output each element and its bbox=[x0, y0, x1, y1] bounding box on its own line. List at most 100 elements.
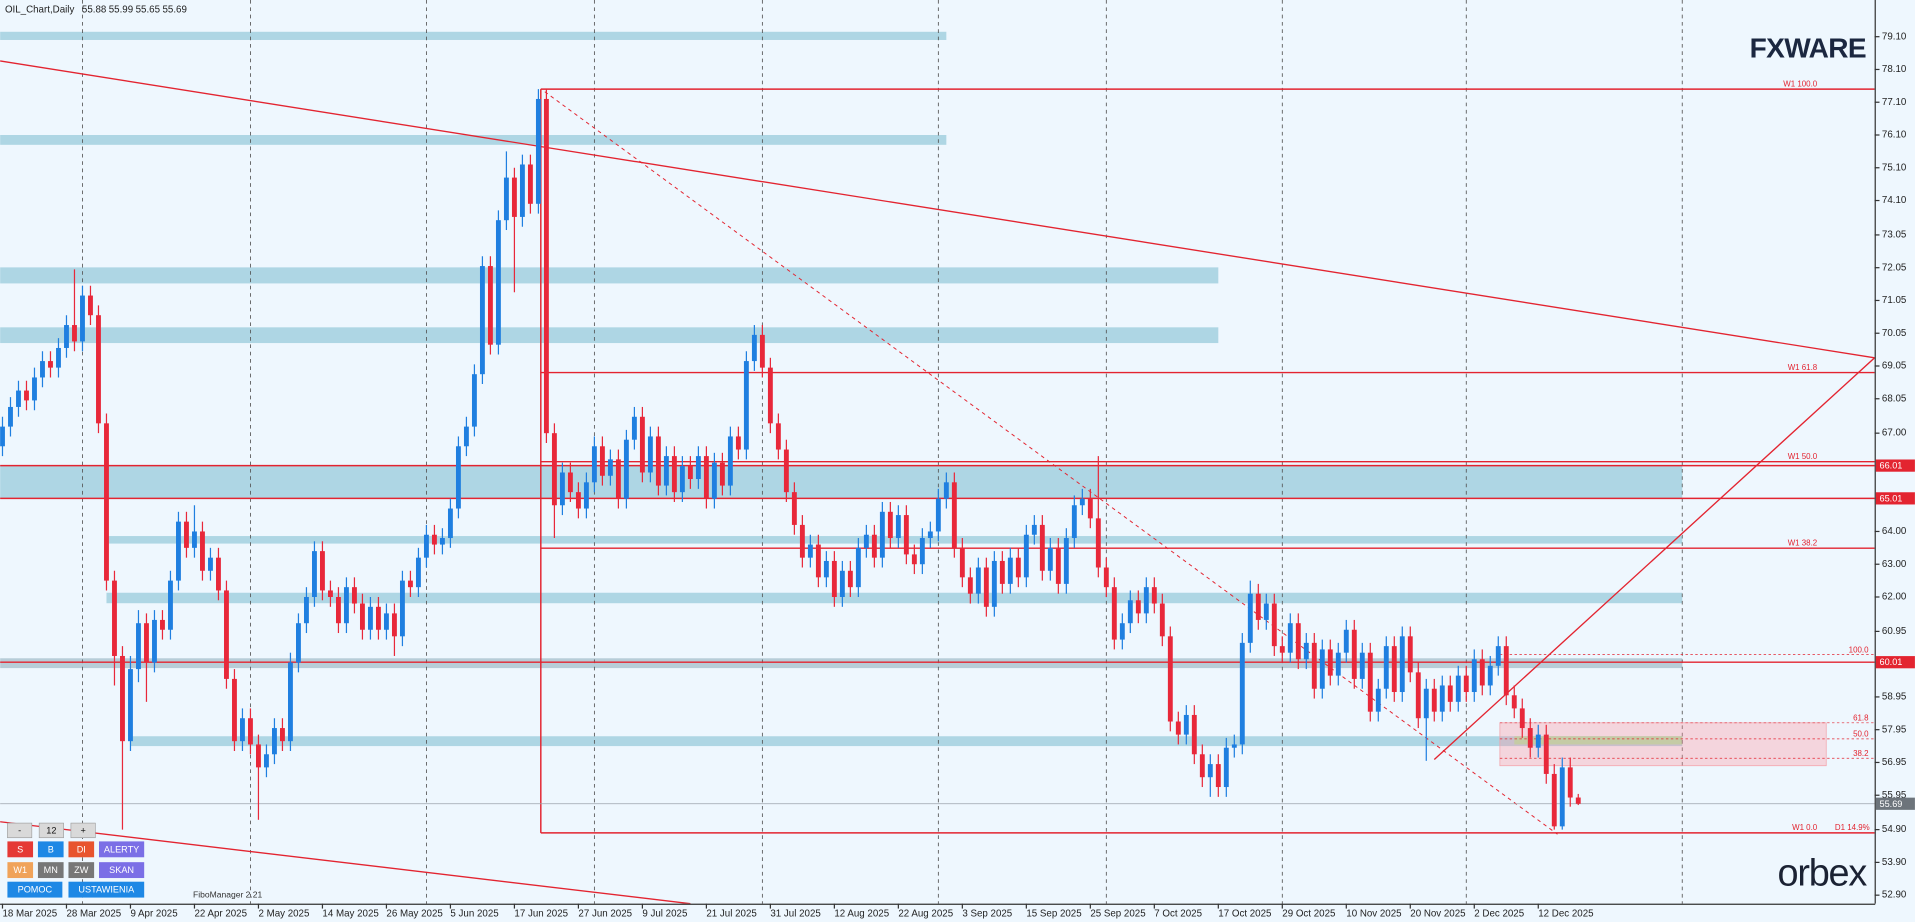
candle-body bbox=[96, 315, 101, 424]
button-label[interactable]: ALERTY bbox=[104, 844, 139, 854]
button-label[interactable]: W1 bbox=[13, 865, 27, 875]
candle-body bbox=[647, 436, 653, 473]
current-price-label: 55.69 bbox=[1880, 799, 1903, 809]
logo-fxware: FXWARE bbox=[1750, 32, 1866, 63]
button[interactable]: - bbox=[7, 822, 33, 839]
candles bbox=[0, 89, 1581, 830]
button-label[interactable]: SKAN bbox=[109, 865, 134, 875]
zone bbox=[0, 267, 1219, 284]
candle-body bbox=[807, 544, 813, 558]
button[interactable]: + bbox=[70, 822, 96, 839]
zone bbox=[0, 465, 1683, 499]
y-tick-label: 69.05 bbox=[1882, 361, 1907, 372]
button-label[interactable]: MN bbox=[44, 865, 58, 875]
candle-body bbox=[232, 678, 237, 742]
candle-body bbox=[1575, 797, 1581, 804]
candle-body bbox=[319, 551, 325, 591]
button[interactable]: B bbox=[37, 841, 64, 858]
button[interactable]: MN bbox=[37, 862, 64, 879]
button[interactable]: ALERTY bbox=[99, 841, 145, 858]
candle-body bbox=[264, 754, 269, 768]
button[interactable]: 12 bbox=[38, 822, 64, 839]
button-label[interactable]: 12 bbox=[46, 825, 56, 835]
candle-body bbox=[152, 619, 157, 663]
candle-body bbox=[391, 613, 397, 637]
fib-label: W1 0.0 bbox=[1792, 823, 1818, 832]
candle-body bbox=[543, 98, 549, 434]
candle-body bbox=[423, 534, 429, 558]
button-label[interactable]: S bbox=[17, 844, 23, 854]
button[interactable]: SKAN bbox=[99, 862, 145, 879]
candle-body bbox=[1255, 593, 1261, 620]
candle-body bbox=[847, 570, 853, 588]
candle-body bbox=[1135, 600, 1141, 614]
candle-body bbox=[1063, 538, 1069, 584]
button-label[interactable]: POMOC bbox=[18, 885, 53, 895]
button[interactable]: ZW bbox=[68, 862, 95, 879]
candle-body bbox=[767, 367, 773, 424]
candle-body bbox=[407, 580, 413, 588]
candle-body bbox=[479, 266, 485, 375]
x-tick-label: 2 Dec 2025 bbox=[1474, 909, 1524, 920]
candle-body bbox=[128, 669, 133, 742]
candle-body bbox=[447, 508, 453, 539]
button-label[interactable]: ZW bbox=[74, 865, 89, 875]
candle-body bbox=[903, 515, 909, 555]
x-tick-label: 5 Jun 2025 bbox=[450, 909, 499, 920]
button[interactable]: W1 bbox=[7, 862, 34, 879]
candle-body bbox=[535, 98, 541, 204]
candle-body bbox=[527, 164, 533, 204]
y-tick-label: 71.05 bbox=[1882, 295, 1907, 306]
button[interactable]: USTAWIENIA bbox=[68, 881, 145, 898]
candle-body bbox=[967, 577, 973, 594]
button-label[interactable]: - bbox=[18, 825, 21, 835]
candle-body bbox=[1511, 695, 1517, 709]
y-tick-label: 79.10 bbox=[1882, 31, 1907, 42]
x-tick-label: 2 May 2025 bbox=[258, 909, 310, 920]
button[interactable]: DI bbox=[68, 841, 95, 858]
candle-body bbox=[983, 567, 989, 607]
candle-body bbox=[1519, 708, 1525, 729]
candle-body bbox=[871, 534, 877, 558]
candle-body bbox=[927, 531, 933, 539]
button-label[interactable]: DI bbox=[77, 844, 86, 854]
button-label[interactable]: + bbox=[80, 825, 85, 835]
candle-body bbox=[8, 406, 13, 427]
button-label[interactable]: USTAWIENIA bbox=[78, 885, 135, 895]
candle-body bbox=[823, 560, 829, 578]
fibonacci bbox=[540, 88, 1875, 834]
candle-body bbox=[335, 596, 341, 624]
candle-body bbox=[999, 560, 1005, 584]
zone bbox=[0, 31, 947, 40]
button-label[interactable]: B bbox=[48, 844, 54, 854]
candle-body bbox=[1047, 547, 1053, 571]
candle-body bbox=[687, 465, 693, 480]
candle-body bbox=[1487, 665, 1493, 686]
candle-body bbox=[935, 498, 941, 532]
y-tick-label: 54.90 bbox=[1882, 824, 1907, 835]
x-tick-label: 25 Sep 2025 bbox=[1090, 909, 1146, 920]
candle-body bbox=[1399, 636, 1405, 693]
candle-body bbox=[303, 596, 309, 624]
button[interactable]: S bbox=[7, 841, 34, 858]
candle-body bbox=[959, 547, 965, 578]
candle-body bbox=[176, 521, 181, 581]
candle-body bbox=[1095, 518, 1101, 568]
candle-body bbox=[327, 590, 333, 597]
candle-body bbox=[943, 482, 949, 499]
candle-body bbox=[591, 446, 597, 483]
candle-body bbox=[272, 728, 277, 755]
candle-body bbox=[1079, 498, 1085, 506]
candle-body bbox=[1471, 659, 1477, 693]
candle-body bbox=[951, 482, 957, 548]
ohlc-close: 55.69 bbox=[163, 4, 187, 15]
button[interactable]: POMOC bbox=[7, 881, 63, 898]
candle-body bbox=[240, 718, 245, 742]
candle-body bbox=[1247, 593, 1253, 643]
y-tick-label: 75.10 bbox=[1882, 162, 1907, 173]
candle-body bbox=[1463, 675, 1469, 693]
x-tick-label: 15 Sep 2025 bbox=[1026, 909, 1082, 920]
candle-body bbox=[311, 551, 317, 597]
candle-body bbox=[216, 557, 221, 591]
x-tick-label: 21 Jul 2025 bbox=[706, 909, 757, 920]
